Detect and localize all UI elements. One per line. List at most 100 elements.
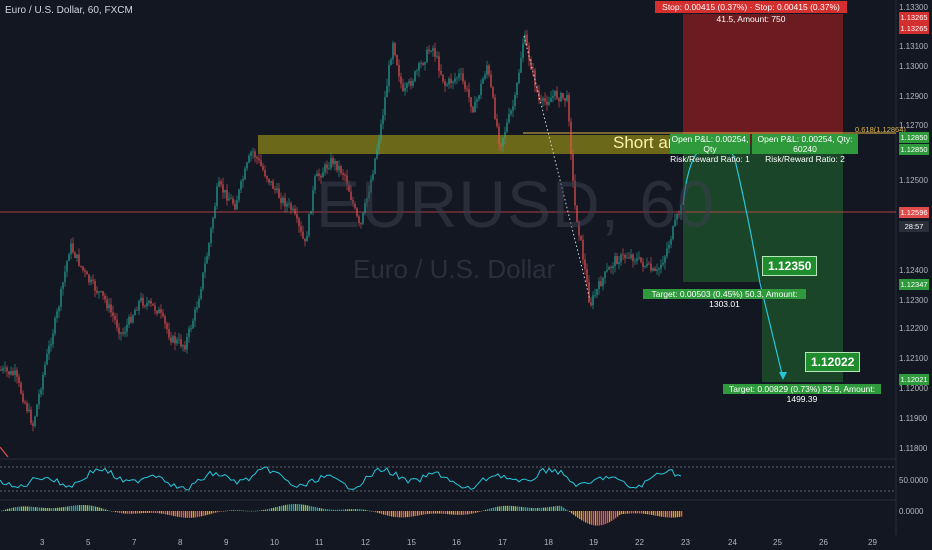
candle-body — [532, 69, 534, 71]
candle-body — [302, 231, 304, 239]
oscillator-bar — [399, 511, 401, 518]
oscillator-bar — [245, 510, 247, 512]
oscillator-bar — [289, 504, 291, 511]
candle-body — [288, 203, 290, 205]
candle-body — [364, 203, 366, 214]
oscillator-bar — [129, 511, 131, 514]
candle-body — [32, 423, 34, 427]
candle-body — [330, 157, 332, 169]
oscillator-bar — [411, 511, 413, 517]
oscillator-bar — [253, 510, 255, 512]
candle-body — [132, 315, 134, 323]
oscillator-bar — [653, 511, 655, 516]
oscillator-bar — [133, 511, 135, 514]
oscillator-bar — [187, 511, 189, 518]
candle-body — [554, 90, 556, 96]
oscillator-bar — [679, 511, 681, 517]
oscillator-bar — [69, 506, 71, 511]
candle-body — [594, 295, 596, 296]
oscillator-bar — [545, 507, 547, 511]
candle-body — [550, 97, 552, 103]
price-badge: 1.12850 — [899, 144, 929, 155]
rr-ratio-text-1: Risk/Reward Ratio: 1 — [670, 154, 750, 164]
oscillator-bar — [587, 511, 589, 524]
candle-body — [16, 370, 18, 377]
candle-body — [118, 327, 120, 334]
candle-body — [136, 309, 138, 311]
oscillator-bar — [559, 505, 561, 511]
open-pnl-text-1: Open P&L: 0.00254, Qty — [671, 134, 749, 154]
candle-body — [570, 121, 572, 155]
oscillator-bar — [631, 511, 633, 514]
candle-body — [218, 181, 220, 187]
oscillator-bar — [427, 511, 429, 515]
target-box-1[interactable]: Target: 0.00503 (0.45%) 50.3, Amount: 13… — [643, 289, 806, 309]
oscillator-bar — [649, 511, 651, 515]
candle-body — [560, 93, 562, 102]
candle-body — [502, 137, 504, 147]
target-price-label-2[interactable]: 1.12022 — [805, 352, 861, 372]
oscillator-bar — [639, 511, 641, 514]
candle-body — [632, 254, 634, 262]
candle-body — [470, 97, 472, 107]
candle-body — [160, 309, 162, 313]
candle-body — [498, 126, 500, 144]
oscillator-bar — [65, 506, 67, 511]
oscillator-bar — [613, 511, 615, 520]
oscillator-bar — [27, 506, 29, 511]
oscillator-bar — [629, 511, 631, 514]
oscillator-bar — [211, 511, 213, 514]
candle-body — [422, 63, 424, 65]
time-axis-label: 24 — [728, 538, 737, 547]
candle-body — [628, 257, 630, 259]
candle-body — [626, 257, 628, 259]
oscillator-bar — [359, 509, 361, 511]
candle-body — [590, 302, 592, 306]
oscillator-bar — [391, 511, 393, 517]
oscillator-bar — [217, 511, 219, 513]
candle-body — [128, 316, 130, 325]
candle-body — [64, 271, 66, 283]
open-pnl-box-2[interactable]: Open P&L: 0.00254, Qty: 60240 Risk/Rewar… — [752, 134, 858, 164]
candle-body — [58, 306, 60, 312]
candle-body — [230, 198, 232, 200]
candle-body — [86, 271, 88, 275]
price-axis-label: 1.11900 — [899, 414, 928, 423]
oscillator-bar — [147, 511, 149, 513]
oscillator-bar — [231, 510, 233, 511]
oscillator-bar — [457, 511, 459, 515]
target-price-label-1[interactable]: 1.12350 — [762, 256, 818, 276]
oscillator-bar — [311, 506, 313, 511]
oscillator-bar — [175, 511, 177, 517]
oscillator-bar — [415, 511, 417, 516]
oscillator-bar — [375, 511, 377, 513]
oscillator-bar — [179, 511, 181, 518]
candle-body — [264, 169, 266, 177]
oscillator-bar — [347, 509, 349, 511]
oscillator-bar — [243, 510, 245, 512]
chart-grid — [0, 0, 897, 535]
candle-body — [674, 219, 676, 227]
oscillator-bar — [361, 509, 363, 511]
oscillator-bar — [655, 511, 657, 516]
oscillator-bar — [63, 507, 65, 511]
stop-loss-label[interactable]: Stop: 0.00415 (0.37%) · Stop: 0.00415 (0… — [655, 1, 847, 24]
symbol-title[interactable]: Euro / U.S. Dollar, 60, FXCM — [5, 5, 133, 16]
open-pnl-box-1[interactable]: Open P&L: 0.00254, Qty Risk/Reward Ratio… — [670, 134, 750, 164]
oscillator-bar — [433, 511, 435, 514]
candle-body — [644, 265, 646, 267]
oscillator-bar — [225, 510, 227, 512]
oscillator-bar — [325, 509, 327, 511]
candle-body — [410, 81, 412, 86]
candle-body — [162, 312, 164, 317]
candle-body — [268, 178, 270, 183]
oscillator-bar — [295, 504, 297, 511]
candle-body — [6, 367, 8, 372]
oscillator-bar — [51, 508, 53, 511]
oscillator-bar — [637, 511, 639, 514]
oscillator-bar — [307, 505, 309, 511]
short-area-text[interactable]: Short are — [613, 133, 683, 152]
target-box-2[interactable]: Target: 0.00829 (0.73%) 82.9, Amount: 14… — [723, 384, 881, 404]
oscillator-bar — [633, 511, 635, 514]
candle-body — [386, 85, 388, 98]
